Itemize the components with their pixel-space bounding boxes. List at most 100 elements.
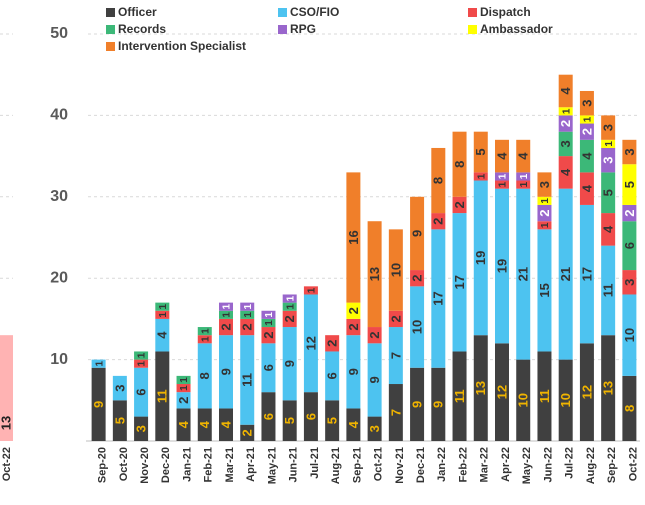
bar <box>0 335 13 441</box>
legend-swatch <box>106 42 115 51</box>
y-tick-label: 20 <box>50 269 68 286</box>
legend-label: Officer <box>118 5 157 19</box>
bar-segment <box>261 392 276 441</box>
legend-swatch <box>278 8 287 17</box>
data-label: 12 <box>494 385 509 399</box>
legend-swatch <box>278 25 287 34</box>
data-label: 6 <box>134 389 149 396</box>
bar-segment <box>516 188 531 360</box>
data-label: 10 <box>622 328 637 342</box>
data-label: 5 <box>473 148 488 155</box>
data-label: 2 <box>537 209 552 216</box>
x-tick-label: Jun-21 <box>288 447 300 482</box>
bar-segment <box>473 131 488 173</box>
bar-segment <box>197 408 212 441</box>
data-label: 17 <box>431 291 446 305</box>
data-label: 1 <box>243 312 254 318</box>
bar-segment <box>516 359 531 441</box>
bar-segment <box>282 400 297 441</box>
data-label: 2 <box>282 315 297 322</box>
legend-swatch <box>468 8 477 17</box>
x-tick-label: Nov-21 <box>394 447 406 484</box>
data-label: 3 <box>134 425 149 432</box>
legend-label: RPG <box>290 22 316 36</box>
bar-segment <box>240 318 255 336</box>
x-tick-label: Jan-22 <box>436 447 448 482</box>
bar-segment <box>155 318 170 352</box>
bar-segment <box>325 335 340 352</box>
bar-segment <box>134 367 149 417</box>
bar-segment <box>622 139 637 165</box>
legend-swatch <box>106 25 115 34</box>
bar-segment <box>367 327 382 344</box>
data-label: 8 <box>452 161 467 168</box>
data-label: 2 <box>176 397 191 404</box>
bar-segment <box>388 384 403 441</box>
data-label: 8 <box>197 372 212 379</box>
bar-segment <box>622 375 637 441</box>
bar-segment <box>261 343 276 393</box>
data-label: 2 <box>431 218 446 225</box>
data-label: 2 <box>346 323 361 330</box>
bar-segment <box>261 318 276 328</box>
bar-segment <box>431 147 446 214</box>
x-tick-label: Apr-21 <box>245 447 257 482</box>
bar-segment <box>240 424 255 441</box>
data-label: 4 <box>494 152 509 160</box>
bar-segment <box>495 188 509 344</box>
bar-segment <box>579 123 594 140</box>
data-label: 4 <box>558 168 573 176</box>
x-tick-label: Oct-21 <box>373 447 385 481</box>
bar-segment <box>516 139 531 173</box>
x-tick-label: Sep-22 <box>606 447 618 483</box>
bar-segment <box>601 172 616 214</box>
bar-segment <box>219 318 233 336</box>
x-tick-label: May-21 <box>266 447 278 484</box>
legend-label: Ambassador <box>480 22 553 36</box>
data-label: 3 <box>601 157 616 164</box>
x-tick-label: Dec-20 <box>160 447 172 483</box>
bar-segment <box>452 351 467 441</box>
data-label: 7 <box>388 409 403 416</box>
x-tick-label: Feb-21 <box>203 447 215 482</box>
bar-segment <box>452 196 467 214</box>
bar-segment <box>452 213 467 352</box>
bar-segment <box>197 335 212 344</box>
data-label: 1 <box>179 377 190 383</box>
bar-segment <box>410 196 425 271</box>
data-label: 1 <box>498 181 509 187</box>
bar-segment <box>282 310 297 328</box>
data-label: 5 <box>112 417 127 424</box>
bar-segment <box>155 310 170 319</box>
data-label: 4 <box>176 420 191 428</box>
bar-segment <box>388 327 403 385</box>
x-tick-label: May-22 <box>521 447 533 484</box>
bar-segment <box>558 115 573 132</box>
bar-segment <box>176 375 191 385</box>
bar-segment <box>155 351 170 441</box>
data-label: 1 <box>519 181 530 187</box>
data-label: 19 <box>473 251 488 265</box>
legend-label: CSO/FIO <box>290 5 339 19</box>
data-label: 2 <box>622 209 637 216</box>
data-label: 2 <box>452 201 467 208</box>
data-label: 6 <box>303 413 318 420</box>
bar-segment <box>495 343 509 441</box>
data-label: 11 <box>537 389 552 403</box>
data-label: 9 <box>410 401 425 408</box>
x-tick-label: Oct-22 <box>1 447 13 481</box>
data-label: 1 <box>285 295 296 301</box>
data-label: 1 <box>158 303 169 309</box>
data-label: 1 <box>158 312 169 318</box>
bar-segment <box>601 147 616 173</box>
data-label: 4 <box>346 420 361 428</box>
x-tick-label: Jun-22 <box>542 447 554 482</box>
data-label: 13 <box>473 381 488 395</box>
bar-segment <box>622 164 637 205</box>
data-label: 2 <box>240 429 255 436</box>
bar-segment <box>622 221 637 271</box>
data-label: 1 <box>498 173 509 179</box>
data-label: 2 <box>367 332 382 339</box>
bar-segment <box>495 180 509 189</box>
data-label: 4 <box>579 184 594 192</box>
